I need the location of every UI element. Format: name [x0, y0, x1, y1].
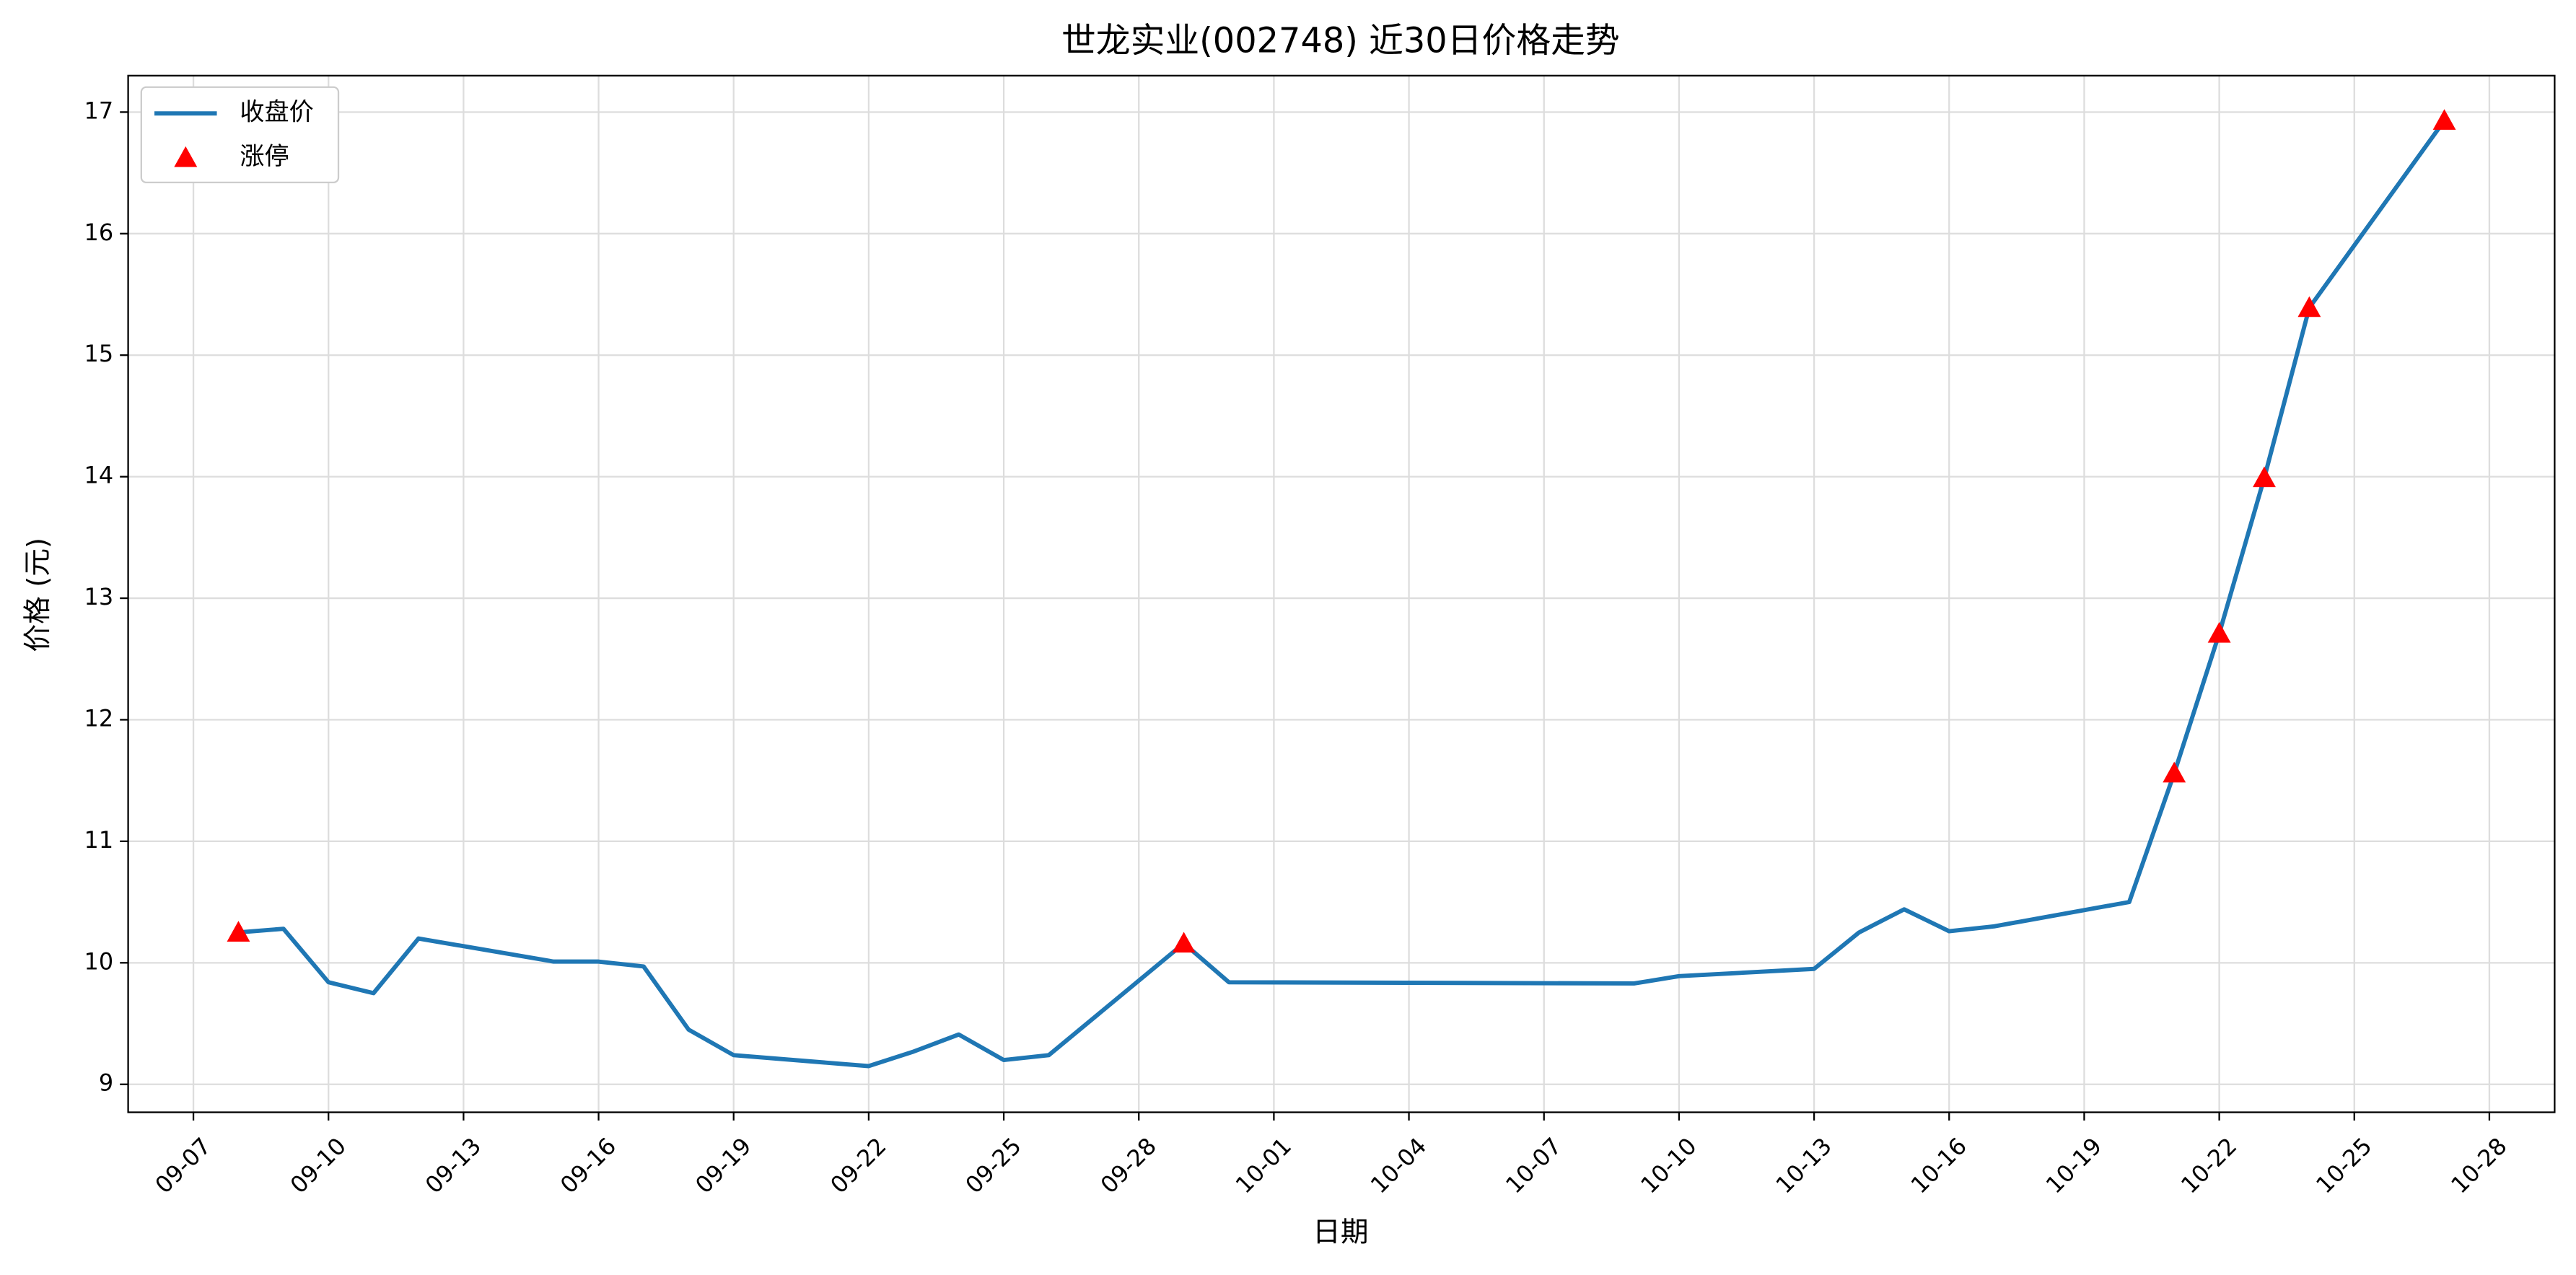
limit-up-marker: [227, 921, 250, 942]
y-tick-label: 9: [99, 1069, 113, 1097]
y-tick-label: 17: [84, 97, 114, 124]
x-axis-label: 日期: [1313, 1216, 1368, 1248]
y-tick-label: 14: [84, 462, 114, 489]
y-tick-label: 13: [84, 583, 114, 610]
limit-up-marker: [2297, 296, 2321, 317]
legend-marker: [174, 146, 198, 167]
legend-label: 收盘价: [240, 98, 313, 127]
y-tick-label: 12: [84, 704, 114, 732]
y-tick-label: 11: [84, 826, 114, 854]
y-tick-label: 15: [84, 340, 114, 367]
price-line: [238, 119, 2446, 1069]
limit-up-marker: [2253, 466, 2276, 488]
y-tick-label: 10: [84, 947, 114, 975]
y-tick-label: 16: [84, 219, 114, 246]
limit-up-marker: [2432, 109, 2456, 130]
legend-label: 涨停: [240, 142, 289, 171]
limit-up-marker: [2207, 621, 2231, 643]
plot-frame: [127, 74, 2556, 1113]
limit-up-marker: [1172, 932, 1196, 953]
chart-title: 世龙实业(002748) 近30日价格走势: [1061, 21, 1620, 61]
limit-up-marker: [2163, 761, 2186, 783]
y-axis-label: 价格 (元): [22, 538, 54, 652]
